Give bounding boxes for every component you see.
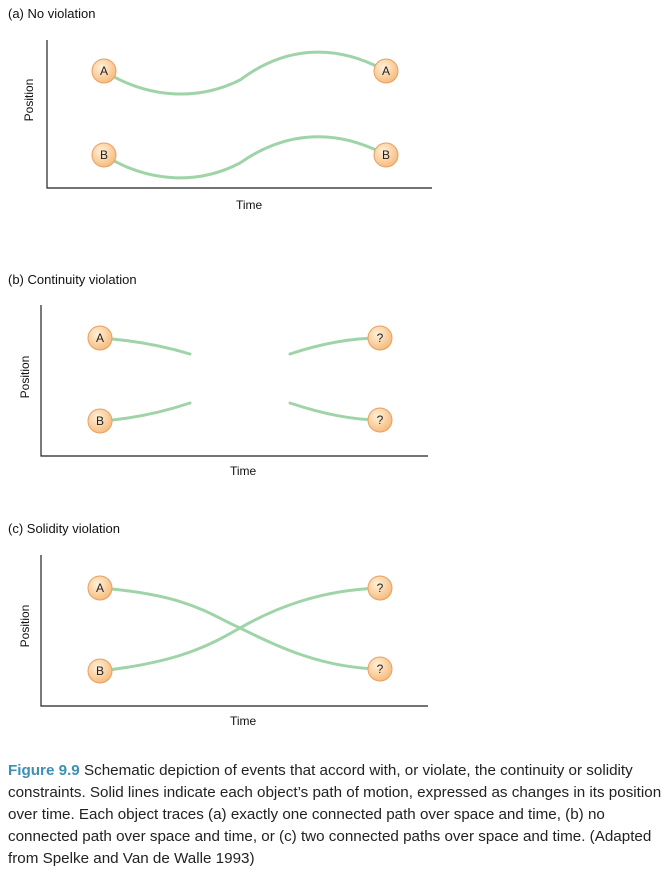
panel-b-node-a-start: A (87, 325, 113, 351)
panel-c-node-unknown-top: ? (367, 575, 393, 601)
svg-text:?: ? (377, 331, 384, 345)
panel-c-y-axis-label: Position (18, 604, 32, 648)
figure-label: Figure 9.9 (8, 762, 80, 779)
panel-a-title: (a) No violation (8, 6, 96, 21)
panel-a-y-axis-label: Position (22, 78, 36, 122)
svg-text:A: A (100, 64, 108, 78)
panel-b-x-axis-label: Time (230, 464, 257, 478)
svg-text:?: ? (377, 662, 384, 676)
panel-b-path-b-end (288, 401, 382, 422)
svg-text:B: B (100, 148, 108, 162)
panel-b-path-b-start (98, 401, 192, 423)
svg-text:A: A (382, 64, 390, 78)
panel-b-path-a-start (98, 336, 192, 356)
panel-a-node-b-start: B (91, 142, 117, 168)
panel-a-path-a (102, 50, 388, 96)
svg-text:A: A (96, 331, 104, 345)
panel-c-node-unknown-bottom: ? (367, 656, 393, 682)
panel-a-node-a-start: A (91, 58, 117, 84)
svg-text:B: B (382, 148, 390, 162)
figure-caption-text: Schematic depiction of events that accor… (8, 762, 662, 867)
svg-text:?: ? (377, 581, 384, 595)
panel-b-node-b-start: B (87, 408, 113, 434)
panel-a-node-b-end: B (373, 142, 399, 168)
panel-a-path-b (102, 135, 388, 180)
panel-b-y-axis-label: Position (18, 355, 32, 399)
svg-text:B: B (96, 414, 104, 428)
panel-b-title: (b) Continuity violation (8, 272, 137, 287)
panel-b-axes (40, 305, 428, 457)
panel-a-x-axis-label: Time (236, 198, 263, 212)
panel-b-node-unknown-bottom: ? (367, 407, 393, 433)
panel-b-node-unknown-top: ? (367, 325, 393, 351)
panel-c-x-axis-label: Time (230, 714, 257, 728)
panel-c-path-b (98, 586, 382, 673)
panel-a-node-a-end: A (373, 58, 399, 84)
panel-c-path-a (98, 586, 382, 671)
panel-c-title: (c) Solidity violation (8, 521, 120, 536)
figure-caption: Figure 9.9 Schematic depiction of events… (8, 760, 663, 870)
svg-text:B: B (96, 664, 104, 678)
panel-a-axes (46, 40, 432, 189)
panel-c-node-b-start: B (87, 658, 113, 684)
svg-text:?: ? (377, 413, 384, 427)
panel-c-axes (40, 555, 428, 707)
svg-text:A: A (96, 581, 104, 595)
panel-b-path-a-end (288, 336, 382, 356)
panel-c-node-a-start: A (87, 575, 113, 601)
